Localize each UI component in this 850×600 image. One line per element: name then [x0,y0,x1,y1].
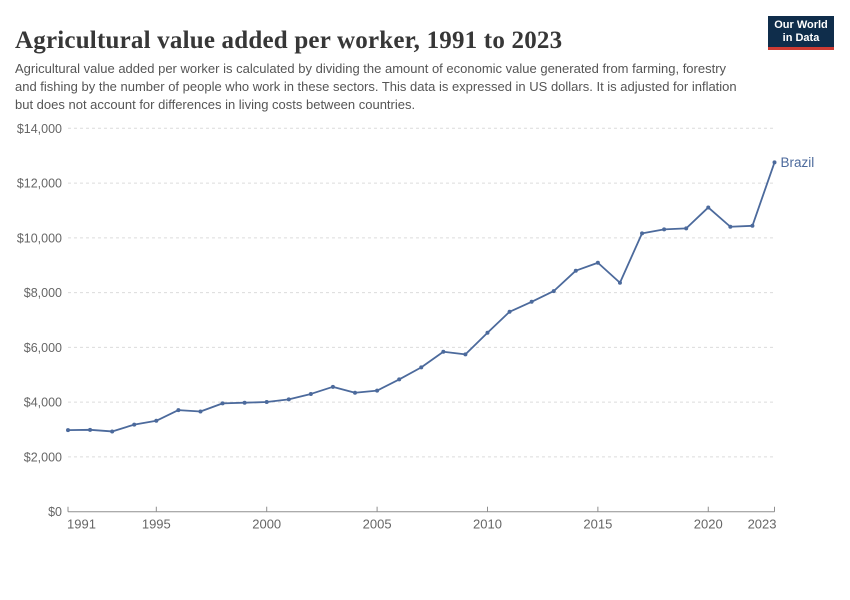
data-point[interactable] [419,365,424,370]
owid-logo-line1: Our World [774,18,828,31]
entity-label[interactable]: Brazil [781,155,815,170]
data-point[interactable] [529,299,534,304]
y-axis-label: $10,000 [17,231,62,245]
y-axis-label: $8,000 [24,286,62,300]
owid-logo-line2: in Data [782,31,820,44]
data-point[interactable] [220,401,225,406]
data-point[interactable] [88,427,93,432]
data-point[interactable] [375,388,380,393]
x-axis-label: 1991 [67,517,96,532]
owid-logo[interactable]: Our World in Data [768,16,834,50]
data-point[interactable] [706,205,711,210]
page-title: Agricultural value added per worker, 199… [15,26,563,54]
series-line[interactable] [67,161,776,433]
data-point[interactable] [132,422,137,427]
y-axis-label: $12,000 [17,177,62,191]
data-point[interactable] [750,223,755,228]
data-point[interactable] [308,391,313,396]
data-point[interactable] [551,289,556,294]
y-axis-label: $2,000 [24,450,62,464]
data-point[interactable] [684,226,689,231]
x-axis-label: 2015 [583,517,612,532]
data-point[interactable] [198,409,203,414]
data-point[interactable] [397,377,402,382]
data-point[interactable] [242,400,247,405]
data-point[interactable] [772,160,777,165]
x-axis-label: 2023 [748,517,777,532]
y-axis-label: $4,000 [24,396,62,410]
x-axis-label: 2020 [694,517,723,532]
data-point[interactable] [66,428,70,433]
data-point[interactable] [110,429,115,434]
data-point[interactable] [640,231,645,236]
data-point[interactable] [264,400,269,405]
data-point[interactable] [617,280,622,285]
y-axis-label: $0 [48,505,62,519]
x-axis-label: 1995 [142,517,171,532]
x-axis-label: 2010 [473,517,502,532]
data-point[interactable] [728,224,733,229]
data-point[interactable] [286,397,291,402]
data-point[interactable] [441,349,446,354]
x-axis-label: 2000 [252,517,281,532]
data-point[interactable] [595,260,600,265]
data-point[interactable] [176,408,181,413]
y-axis-label: $6,000 [24,341,62,355]
chart-subtitle: Agricultural value added per worker is c… [15,61,737,112]
data-point[interactable] [154,418,159,423]
y-axis-label: $14,000 [17,122,62,136]
data-point[interactable] [573,268,578,273]
data-point[interactable] [463,352,468,357]
data-point[interactable] [353,390,358,395]
data-point[interactable] [662,227,667,232]
x-axis-label: 2005 [363,517,392,532]
data-point[interactable] [485,330,490,335]
data-point[interactable] [507,309,512,314]
data-point[interactable] [330,384,335,389]
